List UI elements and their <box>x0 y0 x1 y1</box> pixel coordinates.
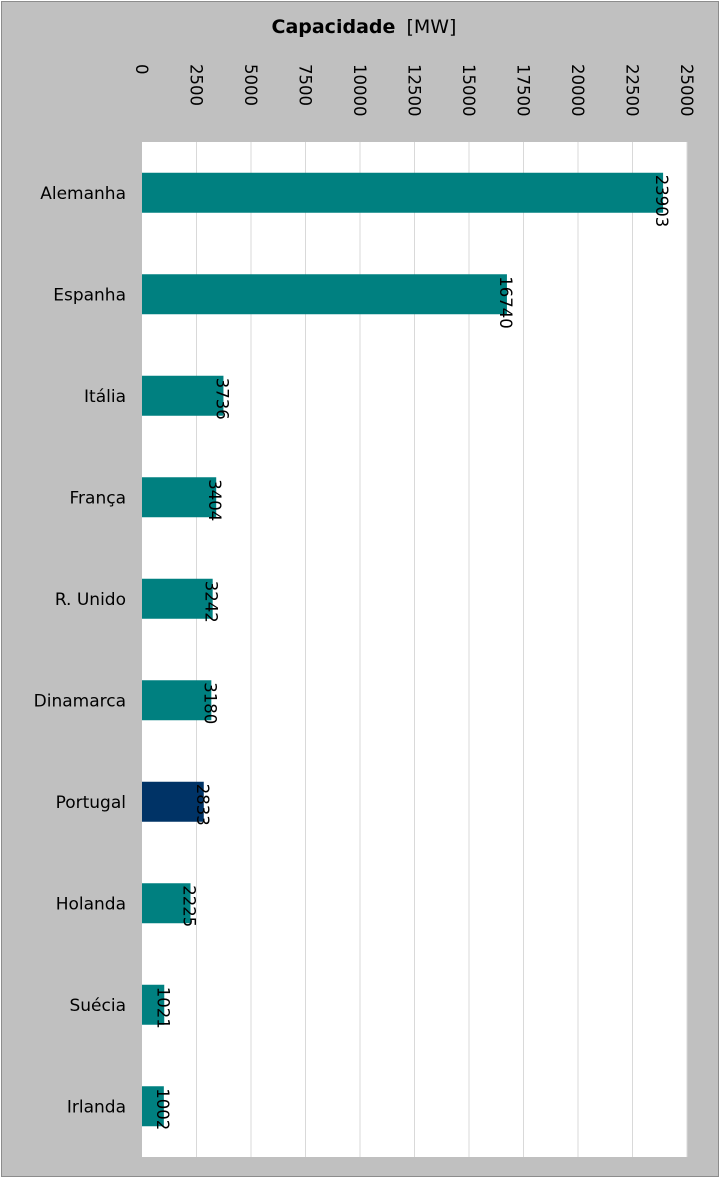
bar <box>142 477 217 518</box>
category-label: Espanha <box>53 285 126 305</box>
bar <box>142 172 664 213</box>
data-label: 3736 <box>212 378 231 420</box>
data-label: 2225 <box>180 885 199 927</box>
category-label: Itália <box>84 387 126 407</box>
category-label: R. Unido <box>55 590 126 610</box>
data-labels: 23903 16740 3736 3404 3242 3180 2833 2225 1021 10… <box>153 175 671 1131</box>
bar <box>142 680 212 721</box>
chart-title-main: Capacidade <box>272 16 396 38</box>
bar <box>142 1086 164 1127</box>
x-tick-label: 20000 <box>568 64 587 117</box>
data-label: 23903 <box>652 175 671 228</box>
x-tick-label: 2500 <box>187 64 206 106</box>
data-label: 1021 <box>153 987 172 1029</box>
bar <box>142 578 213 619</box>
x-tick-label: 25000 <box>677 64 696 117</box>
x-tick-label: 15000 <box>459 64 478 117</box>
bar <box>142 883 191 924</box>
x-tick-label: 10000 <box>350 64 369 117</box>
x-tick-label: 17500 <box>514 64 533 117</box>
x-tick-label: 7500 <box>296 64 315 106</box>
chart-title: Capacidade [MW] <box>272 16 457 38</box>
data-label: 1002 <box>153 1088 172 1130</box>
data-label: 3180 <box>200 682 219 724</box>
x-tick-label: 12500 <box>405 64 424 117</box>
category-label: Suécia <box>69 996 126 1016</box>
data-label: 2833 <box>193 784 212 826</box>
x-tick-label: 0 <box>132 64 151 75</box>
category-label: Portugal <box>56 793 126 813</box>
x-axis-tick-labels: 0 2500 5000 7500 10000 12500 15000 17500 20000 22… <box>132 64 696 117</box>
data-label: 16740 <box>496 276 515 329</box>
category-label: Holanda <box>56 894 126 914</box>
category-label: Irlanda <box>67 1097 126 1117</box>
data-label: 3242 <box>202 581 221 623</box>
category-label: Dinamarca <box>34 691 126 711</box>
x-tick-label: 5000 <box>241 64 260 106</box>
chart-title-unit: [MW] <box>406 16 456 38</box>
x-tick-label: 22500 <box>623 64 642 117</box>
bar <box>142 375 224 416</box>
bar <box>142 984 165 1025</box>
bar <box>142 781 204 822</box>
category-labels: Alemanha Espanha Itália França R. Unido Dinam… <box>34 184 126 1118</box>
bars <box>142 172 664 1127</box>
data-label: 3404 <box>205 479 224 521</box>
category-label: França <box>70 488 127 508</box>
bar <box>142 274 507 315</box>
category-label: Alemanha <box>40 184 126 204</box>
